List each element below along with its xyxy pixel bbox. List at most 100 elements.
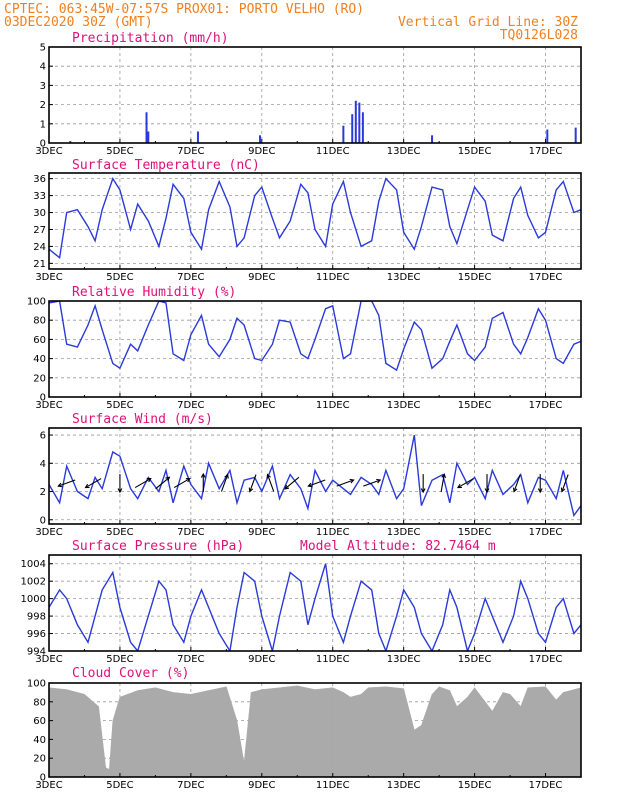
- y-tick-label: 0: [40, 139, 46, 150]
- x-tick-label: 5DEC: [106, 654, 133, 665]
- wind-direction-arrow: [363, 478, 382, 487]
- wind-arrow-head: [537, 488, 543, 494]
- precipitation-bar: [196, 131, 199, 143]
- x-tick-label: 5DEC: [106, 780, 133, 791]
- precipitation-panel: Precipitation (mm/h) 3DEC 5DEC 7DEC 9DEC 11D…: [35, 31, 582, 157]
- humidity-panel: Relative Humidity (%) 3DEC 5DEC 7DEC 9DEC 11…: [27, 285, 582, 411]
- cloud-cover-segment: [509, 693, 521, 778]
- wind-frame: [48, 427, 582, 525]
- cloud-cover-segment: [573, 687, 582, 778]
- cloud-cover-segment: [343, 691, 351, 778]
- cloud-cover-segment: [438, 686, 451, 778]
- x-tick-label: 11DEC: [316, 146, 350, 157]
- wind-arrow-shaft: [85, 478, 102, 489]
- wind-arrow-shaft: [173, 478, 191, 489]
- cloud-cover-segment: [502, 692, 511, 778]
- cloud-cover-segment: [484, 701, 493, 778]
- cloud-cover-panel: Cloud Cover (%) 3DEC 5DEC 7DEC 9DEC 11DEC 13D…: [27, 666, 582, 791]
- cloud-cover-segment: [360, 687, 369, 778]
- y-tick-label: 80: [33, 697, 46, 708]
- pressure-title: Surface Pressure (hPa): [72, 539, 244, 554]
- wind-arrow-shaft: [513, 474, 521, 492]
- x-tick-label: 9DEC: [248, 527, 275, 538]
- x-tick-label: 5DEC: [106, 272, 133, 283]
- cloud-cover-segment: [208, 686, 227, 778]
- pressure-panel: Surface Pressure (hPa) Model Altitude: 8…: [21, 539, 582, 665]
- x-tick-label: 15DEC: [458, 654, 492, 665]
- x-tick-label: 9DEC: [248, 780, 275, 791]
- wind-direction-arrow: [512, 474, 521, 493]
- y-tick-label: 1: [40, 119, 46, 130]
- wind-direction-arrow: [420, 474, 426, 494]
- wind-arrow-shaft: [267, 474, 275, 492]
- wind-arrow-shaft: [220, 474, 229, 492]
- cloud-cover-segment: [236, 720, 245, 778]
- wind-arrow-head: [200, 472, 206, 478]
- x-tick-label: 13DEC: [387, 146, 421, 157]
- cloud-cover-segment: [155, 687, 174, 778]
- precipitation-bar: [358, 102, 361, 143]
- cloud-cover-segment: [332, 687, 344, 778]
- cloud-cover-segment: [492, 691, 504, 778]
- model-altitude-annotation: Model Altitude: 82.7464 m: [300, 539, 496, 554]
- x-tick-label: 11DEC: [316, 400, 350, 411]
- wind-arrow-head: [185, 477, 191, 483]
- cloud-cover-segment: [279, 685, 298, 778]
- cloud-cover-segment: [48, 687, 67, 778]
- precipitation-bar: [259, 135, 262, 143]
- cloud-cover-segment: [98, 706, 106, 778]
- wind-arrow-shaft: [561, 474, 569, 492]
- y-tick-label: 1000: [21, 594, 46, 605]
- wind-arrow-shaft: [284, 476, 300, 490]
- y-tick-label: 30: [33, 208, 46, 219]
- header-date-line: 03DEC2020 30Z (GMT): [4, 15, 153, 30]
- cloud-cover-segment: [414, 724, 422, 778]
- temperature-panel: Surface Temperature (nC) 3DEC 5DEC 7DEC 9DE…: [33, 158, 582, 283]
- wind-arrow-head: [456, 483, 462, 489]
- y-tick-label: 100: [27, 679, 46, 690]
- wind-direction-arrow: [484, 474, 490, 494]
- y-tick-label: 27: [33, 225, 46, 236]
- cloud-cover-segment: [456, 696, 468, 778]
- cloud-cover-segment: [84, 693, 99, 778]
- wind-arrow-head: [284, 484, 290, 490]
- precipitation-frame: [48, 46, 582, 144]
- wind-direction-arrow: [266, 473, 275, 492]
- wind-arrow-head: [117, 488, 123, 494]
- cloud-cover-frame: [48, 682, 582, 778]
- x-tick-label: 7DEC: [177, 272, 204, 283]
- header-model-id: TQ0126L028: [500, 28, 578, 43]
- cloud-cover-segment: [105, 767, 110, 778]
- y-tick-label: 2: [40, 487, 46, 498]
- cloud-cover-segment: [555, 691, 564, 778]
- precipitation-bar: [147, 131, 150, 143]
- y-tick-label: 996: [27, 629, 46, 640]
- precipitation-bar: [69, 141, 72, 143]
- wind-direction-arrow: [220, 473, 229, 492]
- y-tick-label: 40: [33, 354, 46, 365]
- y-tick-label: 36: [33, 174, 46, 185]
- precipitation-bar: [546, 129, 549, 143]
- x-tick-label: 17DEC: [529, 654, 563, 665]
- cloud-cover-segment: [449, 690, 458, 778]
- x-tick-label: 5DEC: [106, 400, 133, 411]
- wind-direction-arrow: [248, 474, 257, 493]
- cloud-cover-segment: [66, 689, 85, 778]
- cloud-cover-segment: [250, 689, 263, 778]
- x-tick-label: 3DEC: [35, 400, 62, 411]
- y-tick-label: 80: [33, 316, 46, 327]
- cloud-cover-segment: [403, 688, 415, 778]
- wind-direction-arrow: [155, 476, 171, 490]
- x-tick-label: 3DEC: [35, 146, 62, 157]
- x-tick-label: 15DEC: [458, 272, 492, 283]
- humidity-title: Relative Humidity (%): [72, 285, 236, 300]
- cloud-cover-segment: [243, 692, 252, 778]
- x-tick-label: 7DEC: [177, 146, 204, 157]
- precipitation-bar: [431, 135, 434, 143]
- x-tick-label: 17DEC: [529, 146, 563, 157]
- y-tick-label: 6: [40, 431, 46, 442]
- wind-arrow-head: [165, 476, 171, 482]
- x-tick-label: 7DEC: [177, 654, 204, 665]
- wind-direction-arrow: [336, 478, 355, 487]
- x-tick-label: 15DEC: [458, 146, 492, 157]
